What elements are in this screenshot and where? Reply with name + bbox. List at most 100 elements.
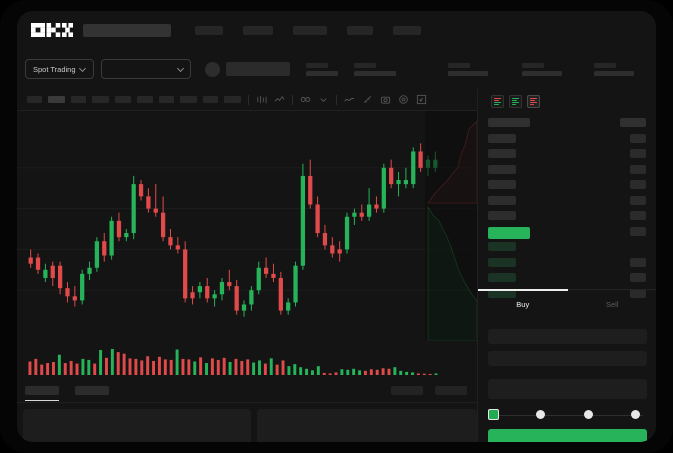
stepper-node-3[interactable] [631, 410, 640, 419]
order-field-2[interactable] [488, 379, 647, 399]
orderbook-mark-price-row[interactable] [488, 226, 530, 239]
timeframe-5[interactable] [137, 96, 153, 103]
candlestick-chart[interactable] [17, 111, 477, 341]
orderbook-row-price[interactable] [488, 242, 516, 251]
candlestick-chart-icon[interactable] [256, 94, 267, 105]
last-price-value [225, 62, 290, 76]
search-input[interactable] [83, 23, 171, 37]
amount-percent-stepper[interactable] [488, 409, 647, 421]
line-chart-icon[interactable] [274, 94, 285, 105]
toolbar-divider [248, 94, 249, 105]
orderbook-and-order-form: Buy Sell [477, 89, 656, 442]
trading-mode-label: Spot Trading [33, 64, 76, 74]
orderbook-row-size[interactable] [630, 288, 646, 298]
settings-gear-icon[interactable] [398, 94, 409, 105]
orderbook-row-price[interactable] [488, 118, 530, 127]
orders-tab-1[interactable] [75, 386, 109, 395]
orderbook-row-price[interactable] [488, 211, 516, 220]
camera-icon[interactable] [380, 94, 391, 105]
orderbook-row-size[interactable] [630, 273, 646, 282]
stat-label [353, 62, 376, 68]
market-stat-4 [593, 62, 634, 76]
orderbook-row-price[interactable] [488, 149, 516, 158]
buy-sell-tabs: Buy Sell [478, 289, 656, 319]
timeframe-2[interactable] [71, 96, 86, 103]
chevron-down-icon[interactable] [318, 94, 329, 105]
orderbook-row-size[interactable] [630, 195, 646, 205]
stat-value [521, 70, 562, 76]
market-header-bar: Spot Trading [17, 49, 656, 89]
nav-item-1[interactable] [243, 25, 273, 35]
stepper-node-2[interactable] [584, 410, 593, 419]
orderbook-row-price[interactable] [488, 257, 516, 267]
drawing-line-icon[interactable] [344, 94, 355, 105]
orderbook-view-modes [478, 89, 656, 114]
timeframe-3[interactable] [92, 96, 109, 103]
stat-label [305, 62, 328, 68]
orderbook-buy-icon[interactable] [509, 95, 522, 108]
tab-sell[interactable]: Sell [605, 300, 619, 309]
orderbook-row-size[interactable] [620, 118, 646, 127]
orderbook-row-price[interactable] [488, 164, 516, 174]
magnet-icon[interactable] [362, 94, 373, 105]
timeframe-0[interactable] [27, 96, 42, 103]
price-chart-panel[interactable] [17, 111, 477, 379]
orderbook-list[interactable] [478, 114, 656, 306]
timeframe-7[interactable] [180, 96, 197, 103]
orderbook-row-price[interactable] [488, 180, 516, 189]
orderbook-row-size[interactable] [630, 226, 646, 236]
tab-buy[interactable]: Buy [478, 289, 568, 319]
timeframe-6[interactable] [159, 96, 174, 103]
nav-item-3[interactable] [347, 25, 373, 35]
stepper-track [492, 414, 643, 416]
orderbook-row-price[interactable] [488, 288, 516, 298]
orders-tab-0[interactable] [25, 386, 59, 401]
volume-histogram [28, 349, 438, 375]
market-stat-3 [521, 62, 562, 76]
trading-mode-selector[interactable]: Spot Trading [25, 59, 94, 79]
orderbook-row-size[interactable] [630, 149, 646, 158]
timeframe-1[interactable] [48, 96, 65, 103]
orders-action-0[interactable] [391, 386, 423, 395]
toolbar-divider [336, 94, 337, 105]
orderbook-sell-icon[interactable] [527, 95, 540, 108]
orders-panel-left[interactable] [23, 409, 251, 442]
place-buy-order-button[interactable] [488, 429, 647, 442]
chart-toolbar [17, 89, 656, 111]
chevron-down-icon [80, 66, 86, 72]
timeframe-4[interactable] [115, 96, 131, 103]
indicators-icon[interactable] [300, 94, 311, 105]
stat-value [305, 70, 338, 76]
app-screen: Spot Trading [17, 11, 656, 442]
orderbook-row-price[interactable] [488, 133, 516, 143]
orderbook-both-icon[interactable] [491, 95, 504, 108]
timeframe-9[interactable] [224, 96, 241, 103]
orders-panel-right[interactable] [257, 409, 477, 442]
nav-items [195, 25, 421, 35]
fullscreen-icon[interactable] [416, 94, 427, 105]
orderbook-row-size[interactable] [630, 211, 646, 220]
orderbook-row-size[interactable] [630, 257, 646, 267]
stepper-node-1[interactable] [536, 410, 545, 419]
stat-value [447, 70, 488, 76]
stat-value [593, 70, 634, 76]
orderbook-row-size[interactable] [630, 164, 646, 174]
nav-item-4[interactable] [393, 25, 421, 35]
timeframe-8[interactable] [203, 96, 218, 103]
stepper-node-0[interactable] [488, 409, 499, 420]
trading-pair-selector[interactable] [100, 59, 191, 79]
order-field-1[interactable] [488, 351, 647, 366]
orders-action-1[interactable] [435, 386, 467, 395]
nav-item-2[interactable] [293, 25, 327, 35]
chevron-down-icon [178, 66, 184, 72]
coin-avatar [204, 61, 220, 77]
orderbook-row-price[interactable] [488, 273, 516, 282]
order-field-0[interactable] [488, 329, 647, 344]
orderbook-row-size[interactable] [630, 133, 646, 143]
nav-item-0[interactable] [195, 25, 223, 35]
orderbook-row-size[interactable] [630, 180, 646, 189]
orderbook-row-price[interactable] [488, 195, 516, 205]
stat-label [521, 62, 544, 68]
okx-blocks-logo[interactable] [31, 23, 73, 37]
